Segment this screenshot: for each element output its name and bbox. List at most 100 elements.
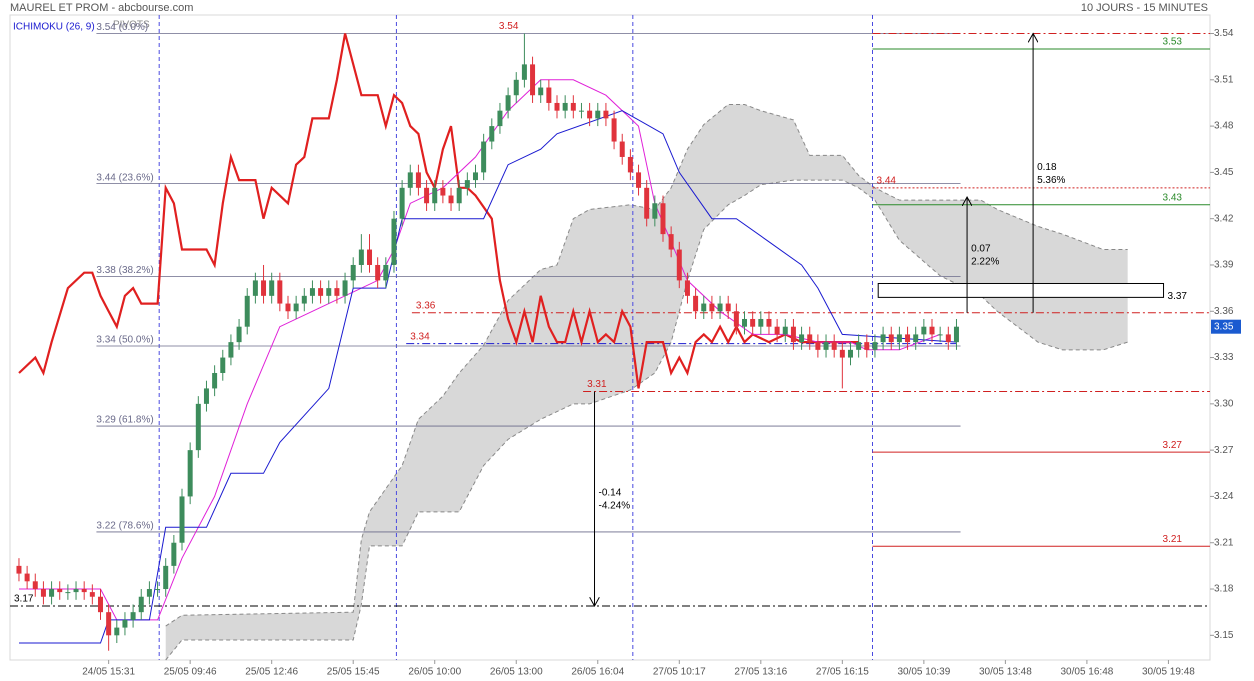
candle-body xyxy=(122,619,128,628)
candle-body xyxy=(774,326,780,335)
pivot-label: 3.36 xyxy=(416,300,436,311)
candle-body xyxy=(733,311,739,327)
candle-body xyxy=(766,318,772,327)
candle-body xyxy=(668,234,674,250)
candle-body xyxy=(318,288,324,296)
measure-label: 5.36% xyxy=(1037,175,1065,186)
candle-body xyxy=(261,280,267,296)
candle-body xyxy=(758,318,764,327)
candle-body xyxy=(481,141,487,173)
y-tick-label: 3.36 xyxy=(1214,306,1234,317)
candle-body xyxy=(440,187,446,196)
candle-body xyxy=(905,334,911,343)
measure-label: 0.07 xyxy=(971,244,991,255)
x-tick-label: 27/05 16:15 xyxy=(816,667,869,678)
candle-body xyxy=(921,326,927,335)
candle-body xyxy=(244,295,250,327)
candle-body xyxy=(252,280,258,296)
candle-body xyxy=(367,249,373,265)
x-tick-label: 30/05 10:39 xyxy=(897,667,950,678)
y-tick-label: 3.51 xyxy=(1214,74,1234,85)
candle-body xyxy=(155,589,161,591)
pivot-label: 3.34 xyxy=(410,331,430,342)
candle-body xyxy=(619,141,625,157)
candle-body xyxy=(831,342,837,350)
candle-body xyxy=(472,172,478,181)
candle-body xyxy=(684,280,690,296)
candle-body xyxy=(138,596,144,613)
candle-body xyxy=(521,64,527,80)
x-tick-label: 26/05 16:04 xyxy=(571,667,624,678)
candle-body xyxy=(489,126,495,142)
candle-body xyxy=(65,592,71,594)
x-tick-label: 30/05 13:48 xyxy=(979,667,1032,678)
candle-body xyxy=(106,612,112,636)
candle-body xyxy=(285,303,291,312)
y-tick-label: 3.54 xyxy=(1214,28,1234,39)
cloud-edge xyxy=(165,179,1128,661)
candle-body xyxy=(187,450,193,497)
candle-body xyxy=(595,110,601,119)
candle-body xyxy=(750,318,756,327)
candle-body xyxy=(896,334,902,343)
candle-body xyxy=(358,249,364,265)
x-tick-label: 25/05 12:46 xyxy=(245,667,298,678)
candle-body xyxy=(220,357,226,373)
candle-body xyxy=(782,326,788,335)
period: 10 JOURS - 15 MINUTES xyxy=(1081,2,1208,14)
x-tick-label: 27/05 13:16 xyxy=(734,667,787,678)
x-tick-label: 30/05 16:48 xyxy=(1060,667,1113,678)
candle-body xyxy=(236,326,242,343)
candle-body xyxy=(391,218,397,265)
candle-body xyxy=(497,110,503,127)
fibo-label: 3.44 (23.6%) xyxy=(96,172,153,183)
pivot-label: 3.43 xyxy=(1163,192,1183,203)
candle-body xyxy=(195,403,201,451)
measure-label: -0.14 xyxy=(599,487,622,498)
candle-body xyxy=(326,288,332,296)
candle-body xyxy=(203,388,209,404)
candle-body xyxy=(448,195,454,204)
candle-body xyxy=(212,372,218,389)
y-tick-label: 3.21 xyxy=(1214,537,1234,548)
pivot-label: 3.44 xyxy=(877,175,897,186)
candle-body xyxy=(693,295,699,312)
x-tick-label: 25/05 15:45 xyxy=(327,667,380,678)
overlay-name: PIVOTS xyxy=(113,20,150,31)
candle-body xyxy=(627,156,633,173)
candle-body xyxy=(334,288,340,296)
candle-body xyxy=(815,342,821,350)
fibo-label: 3.29 (61.8%) xyxy=(96,415,153,426)
measure-label: 2.22% xyxy=(971,257,999,268)
candle-body xyxy=(399,187,405,219)
pivot-label: 3.27 xyxy=(1163,440,1183,451)
pivot-label: 3.21 xyxy=(1163,534,1183,545)
fibo-label: 3.54 (0.0%) xyxy=(96,22,148,33)
y-tick-label: 3.27 xyxy=(1214,445,1234,456)
y-tick-label: 3.42 xyxy=(1214,213,1234,224)
indicator-name: ICHIMOKU (26, 9) xyxy=(13,22,95,33)
fibo-label: 3.34 (50.0%) xyxy=(96,335,153,346)
candle-body xyxy=(701,303,707,312)
x-tick-label: 27/05 10:17 xyxy=(653,667,706,678)
candle-body xyxy=(424,187,430,204)
y-tick-label: 3.24 xyxy=(1214,491,1234,502)
candle-body xyxy=(603,110,609,119)
candle-body xyxy=(342,280,348,296)
y-tick-label: 3.15 xyxy=(1214,630,1234,641)
y-tick-label: 3.48 xyxy=(1214,121,1234,132)
candle-body xyxy=(554,102,560,111)
candle-body xyxy=(16,565,22,574)
cloud xyxy=(165,104,1128,660)
indicator-line xyxy=(18,33,859,389)
candle-body xyxy=(146,589,152,597)
y-tick-label: 3.33 xyxy=(1214,352,1234,363)
candle-body xyxy=(114,627,120,636)
measure-label: -4.24% xyxy=(599,500,631,511)
candle-body xyxy=(945,334,951,343)
candle-body xyxy=(611,118,617,142)
candle-body xyxy=(652,203,658,219)
candle-body xyxy=(538,87,544,96)
candle-body xyxy=(97,596,103,613)
